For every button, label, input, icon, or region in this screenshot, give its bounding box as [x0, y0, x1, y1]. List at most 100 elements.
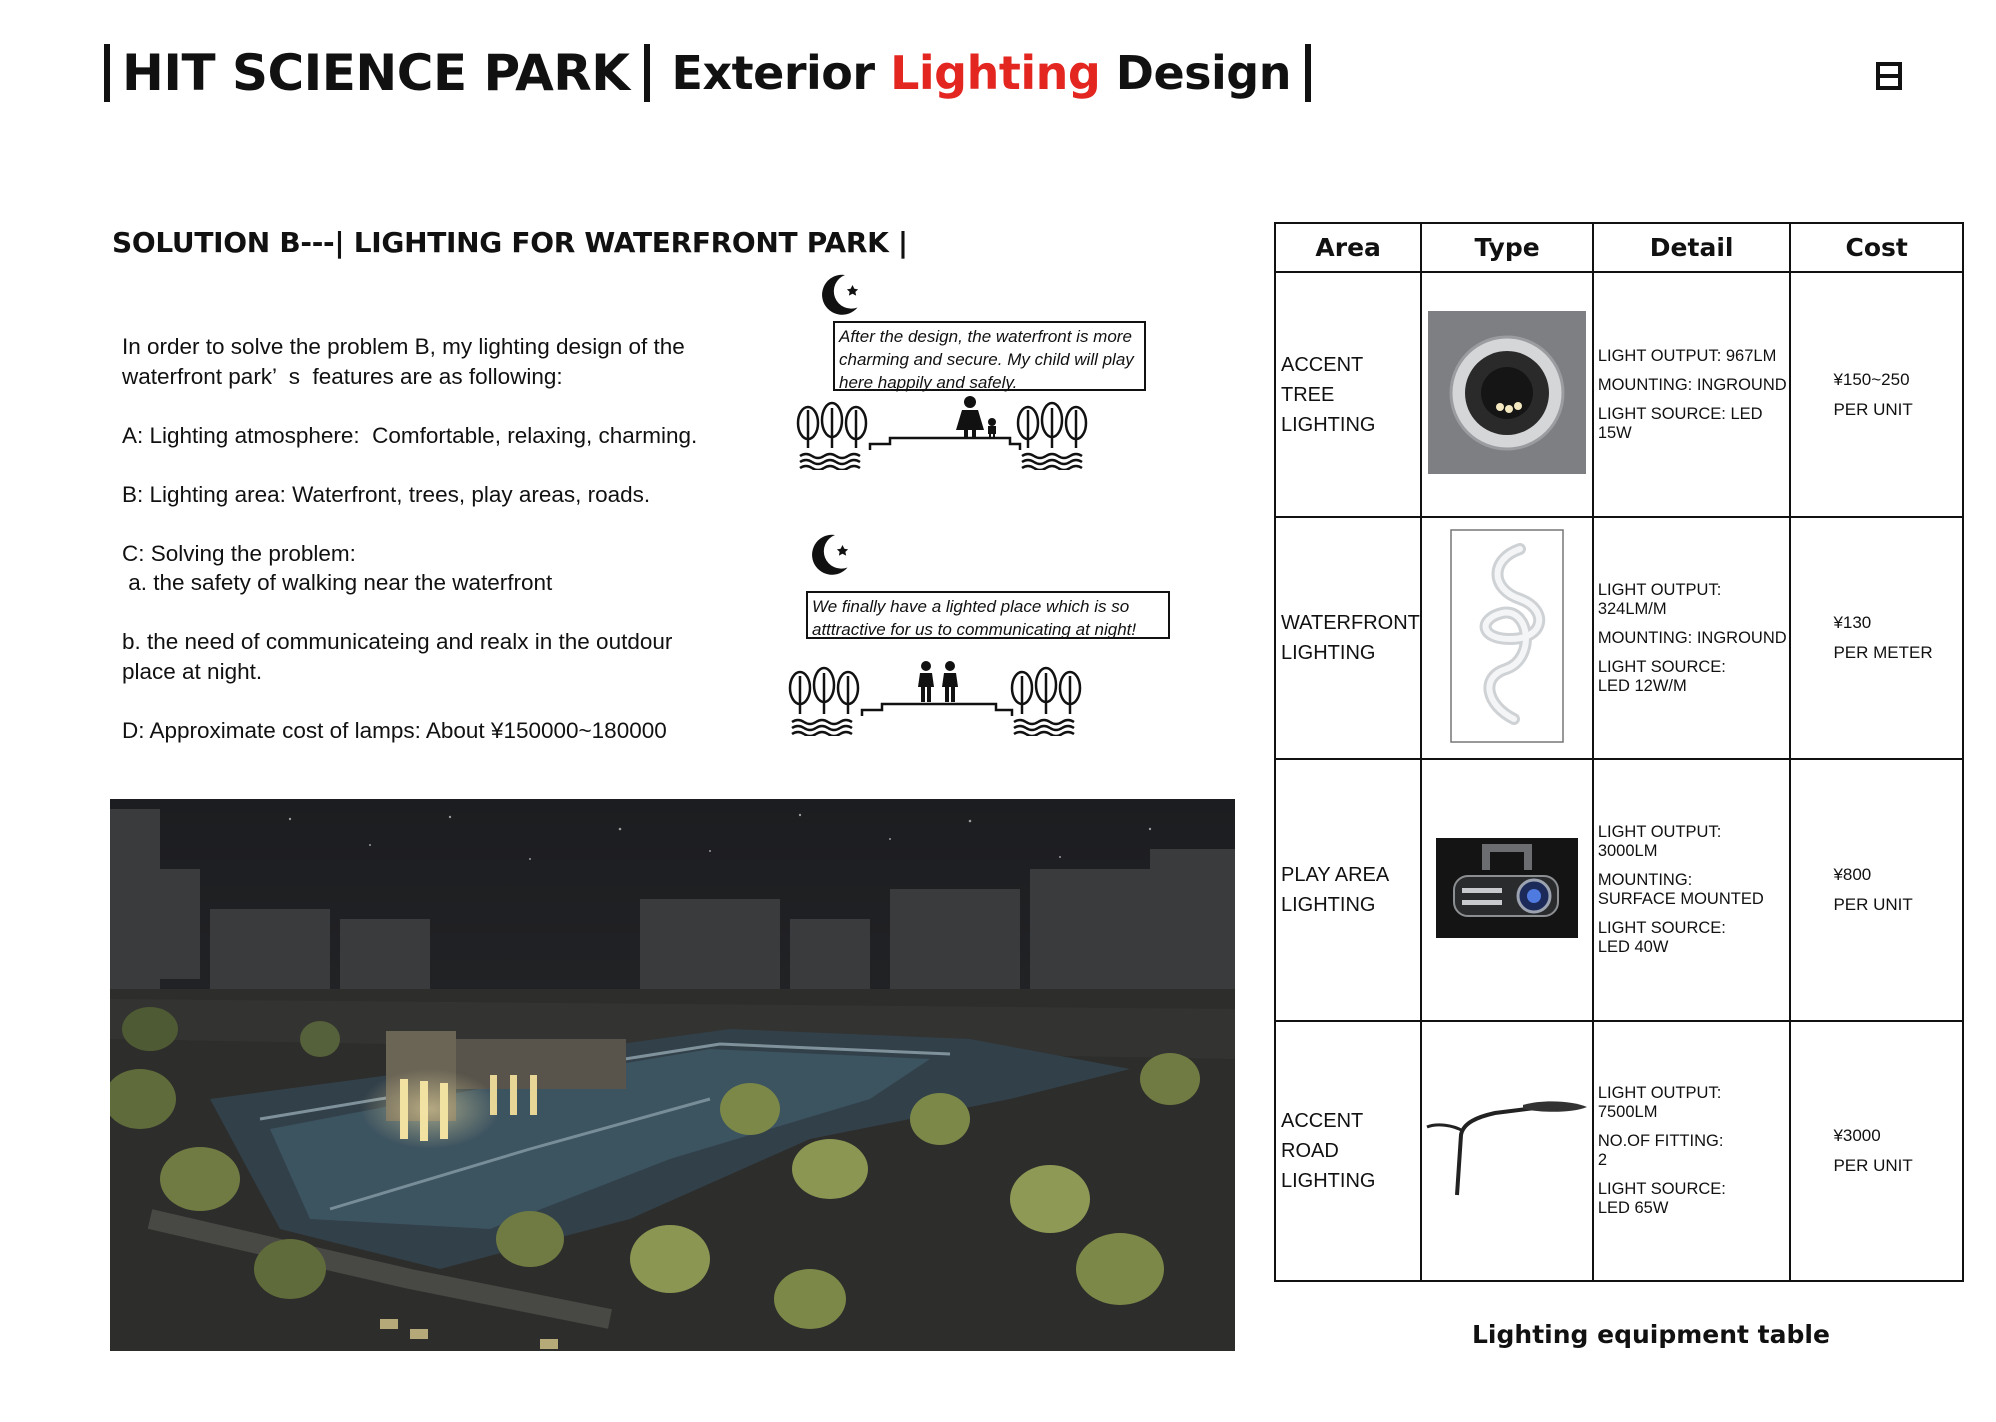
area-cell: ACCENT TREE LIGHTING [1273, 271, 1423, 518]
detail-line: LIGHT OUTPUT: [1597, 823, 1722, 841]
detail-line: NO.OF FITTING: [1597, 1132, 1724, 1150]
subject-title-part-a: Exterior [671, 46, 891, 100]
detail-line: LIGHT SOURCE: [1597, 919, 1726, 937]
table-row: ACCENT TREE LIGHTING LIGHT OUTPUT: 967LM… [1273, 271, 1964, 518]
project-title: HIT SCIENCE PARK [122, 44, 630, 102]
area-line: ACCENT ROAD [1281, 1110, 1363, 1162]
subject-title: Exterior Lighting Design [671, 46, 1292, 100]
cost-value: ¥3000 [1833, 1126, 1881, 1145]
area-cell: PLAY AREA LIGHTING [1273, 758, 1423, 1022]
cost-unit: PER UNIT [1833, 1156, 1913, 1175]
point-c-title: C: Solving the problem: [122, 540, 356, 566]
speech-line: charming and secure. My child will play [839, 350, 1134, 369]
point-b: B: Lighting area: Waterfront, trees, pla… [122, 481, 651, 507]
moon-night-icon [812, 534, 849, 575]
detail-line: MOUNTING: INGROUND [1597, 375, 1787, 394]
type-cell [1420, 1020, 1594, 1282]
detail-entry: LIGHT OUTPUT: 3000LM [1598, 823, 1790, 861]
detail-entry: NO.OF FITTING: 2 [1598, 1132, 1790, 1170]
table-header-row: Area Type Detail Cost [1273, 222, 1964, 273]
title-divider [104, 44, 110, 102]
intro-line: waterfront park’ s features are as follo… [122, 363, 563, 389]
point-d: D: Approximate cost of lamps: About ¥150… [122, 717, 667, 743]
cost-cell: ¥3000 PER UNIT [1789, 1020, 1964, 1282]
cost-value: ¥150~250 [1833, 369, 1910, 389]
point-a: A: Lighting atmosphere: Comfortable, rel… [122, 422, 698, 448]
detail-entry: MOUNTING: INGROUND [1598, 376, 1790, 395]
flexible-led-strip-icon [1450, 528, 1564, 743]
family-waterfront-illustration [796, 396, 1088, 470]
detail-entry: LIGHT SOURCE: LED 40W [1598, 919, 1790, 957]
area-line: TREE LIGHTING [1281, 383, 1376, 436]
detail-cell: LIGHT OUTPUT: 967LM MOUNTING: INGROUND L… [1591, 271, 1792, 518]
column-header-type: Type [1420, 222, 1594, 273]
detail-line: SURFACE MOUNTED [1597, 890, 1764, 908]
type-cell [1420, 516, 1594, 760]
page-header: HIT SCIENCE PARK Exterior Lighting Desig… [104, 38, 1311, 108]
inground-uplight-icon [1428, 310, 1587, 474]
moon-night-icon [822, 274, 859, 315]
cost-cell: ¥800 PER UNIT [1789, 758, 1964, 1022]
detail-entry: LIGHT SOURCE: LED 15W [1598, 405, 1790, 443]
lighting-equipment-table: Area Type Detail Cost ACCENT TREE LIGHTI… [1273, 222, 1964, 1282]
cost-value: ¥130 [1833, 613, 1872, 632]
page-marker-icon [1876, 62, 1902, 90]
section-title: SOLUTION B---| LIGHTING FOR WATERFRONT P… [112, 226, 908, 259]
type-cell [1420, 758, 1594, 1022]
area-line: WATERFRONT [1281, 612, 1420, 634]
point-c-b: b. the need of communicateing and realx … [122, 629, 673, 654]
detail-entry: LIGHT OUTPUT: 324LM/M [1598, 581, 1790, 619]
column-header-cost: Cost [1789, 222, 1964, 273]
detail-line: LIGHT SOURCE: LED 15W [1597, 404, 1763, 442]
couple-waterfront-illustration [788, 661, 1082, 736]
area-line: PLAY AREA [1281, 864, 1390, 886]
title-divider [1305, 44, 1311, 102]
detail-line: LED 65W [1597, 1199, 1669, 1217]
detail-line: 3000LM [1597, 842, 1658, 860]
area-line: LIGHTING [1281, 894, 1376, 916]
detail-entry: LIGHT OUTPUT: 967LM [1598, 347, 1790, 366]
subject-title-highlight: Lighting [890, 46, 1101, 100]
table-row: PLAY AREA LIGHTING LIGHT OUTPUT: 3000LM M… [1273, 758, 1964, 1022]
table-row: WATERFRONT LIGHTING LIGHT OUTPUT: 324LM/M… [1273, 516, 1964, 760]
area-cell: WATERFRONT LIGHTING [1273, 516, 1423, 760]
detail-entry: LIGHT SOURCE: LED 65W [1598, 1180, 1790, 1218]
detail-line: 324LM/M [1597, 599, 1667, 618]
cost-cell: ¥130 PER METER [1789, 516, 1964, 760]
type-cell [1420, 271, 1594, 518]
title-divider [643, 44, 650, 102]
speech-line: atttractive for us to communicating at n… [812, 620, 1137, 639]
detail-line: LIGHT OUTPUT: [1597, 1084, 1722, 1102]
detail-entry: LIGHT SOURCE: LED 12W/M [1598, 658, 1790, 696]
detail-line: LED 12W/M [1597, 676, 1687, 695]
area-cell: ACCENT ROAD LIGHTING [1273, 1020, 1423, 1282]
point-c-b: place at night. [122, 658, 263, 684]
area-line: LIGHTING [1281, 1170, 1376, 1192]
detail-entry: LIGHT OUTPUT: 7500LM [1598, 1084, 1790, 1122]
speech-bubble: We finally have a lighted place which is… [806, 591, 1170, 639]
detail-line: MOUNTING: [1597, 871, 1693, 889]
intro-text: In order to solve the problem B, my ligh… [122, 332, 742, 745]
detail-cell: LIGHT OUTPUT: 3000LM MOUNTING: SURFACE MOU… [1591, 758, 1792, 1022]
cost-unit: PER UNIT [1833, 399, 1913, 419]
speech-line: here happily and safely. [839, 373, 1018, 392]
table-caption: Lighting equipment table [1472, 1320, 1830, 1349]
detail-line: LIGHT SOURCE: [1597, 657, 1726, 676]
cost-unit: PER METER [1833, 643, 1933, 662]
point-c-a: a. the safety of walking near the waterf… [122, 570, 553, 595]
detail-entry: MOUNTING: SURFACE MOUNTED [1598, 871, 1790, 909]
cost-unit: PER UNIT [1833, 895, 1913, 914]
column-header-detail: Detail [1591, 222, 1792, 273]
waterfront-park-night-rendering [110, 799, 1235, 1351]
area-line: LIGHTING [1281, 642, 1376, 664]
detail-line: LIGHT OUTPUT: 967LM [1597, 346, 1777, 365]
detail-line: 7500LM [1597, 1103, 1658, 1121]
detail-line: MOUNTING: INGROUND [1597, 628, 1787, 647]
cost-value: ¥800 [1833, 865, 1872, 884]
detail-cell: LIGHT OUTPUT: 7500LM NO.OF FITTING: 2 LIGH… [1591, 1020, 1792, 1282]
detail-line: LIGHT OUTPUT: [1597, 580, 1722, 599]
speech-line: We finally have a lighted place which is… [812, 597, 1130, 616]
detail-line: 2 [1597, 1151, 1608, 1169]
detail-cell: LIGHT OUTPUT: 324LM/M MOUNTING: INGROUND … [1591, 516, 1792, 760]
speech-bubble: After the design, the waterfront is more… [833, 321, 1146, 392]
